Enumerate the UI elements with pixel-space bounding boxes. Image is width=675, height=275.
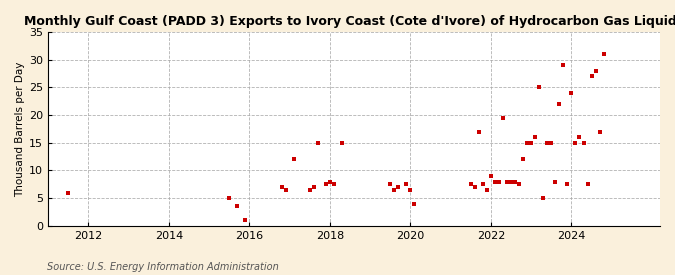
Title: Monthly Gulf Coast (PADD 3) Exports to Ivory Coast (Cote d'Ivore) of Hydrocarbon: Monthly Gulf Coast (PADD 3) Exports to I…	[24, 15, 675, 28]
Point	[566, 91, 577, 95]
Point	[389, 188, 400, 192]
Point	[578, 141, 589, 145]
Point	[598, 52, 609, 56]
Point	[538, 196, 549, 200]
Point	[280, 188, 291, 192]
Point	[465, 182, 476, 186]
Point	[485, 174, 496, 178]
Point	[405, 188, 416, 192]
Point	[304, 188, 315, 192]
Point	[276, 185, 287, 189]
Point	[481, 188, 492, 192]
Point	[224, 196, 235, 200]
Point	[546, 141, 557, 145]
Point	[497, 116, 508, 120]
Point	[240, 218, 251, 222]
Point	[518, 157, 529, 162]
Point	[510, 179, 520, 184]
Point	[558, 63, 569, 67]
Point	[477, 182, 488, 186]
Point	[590, 68, 601, 73]
Point	[337, 141, 348, 145]
Point	[401, 182, 412, 186]
Point	[502, 179, 512, 184]
Point	[570, 141, 581, 145]
Point	[562, 182, 573, 186]
Point	[393, 185, 404, 189]
Point	[586, 74, 597, 78]
Text: Source: U.S. Energy Information Administration: Source: U.S. Energy Information Administ…	[47, 262, 279, 272]
Point	[469, 185, 480, 189]
Point	[313, 141, 323, 145]
Point	[385, 182, 396, 186]
Point	[594, 130, 605, 134]
Point	[232, 204, 243, 209]
Y-axis label: Thousand Barrels per Day: Thousand Barrels per Day	[15, 61, 25, 197]
Point	[473, 130, 484, 134]
Point	[574, 135, 585, 139]
Point	[489, 179, 500, 184]
Point	[493, 179, 504, 184]
Point	[409, 202, 420, 206]
Point	[321, 182, 331, 186]
Point	[506, 179, 516, 184]
Point	[550, 179, 561, 184]
Point	[329, 182, 340, 186]
Point	[63, 191, 74, 195]
Point	[582, 182, 593, 186]
Point	[534, 85, 545, 90]
Point	[514, 182, 524, 186]
Point	[542, 141, 553, 145]
Point	[308, 185, 319, 189]
Point	[325, 179, 335, 184]
Point	[526, 141, 537, 145]
Point	[530, 135, 541, 139]
Point	[554, 102, 565, 106]
Point	[288, 157, 299, 162]
Point	[522, 141, 533, 145]
